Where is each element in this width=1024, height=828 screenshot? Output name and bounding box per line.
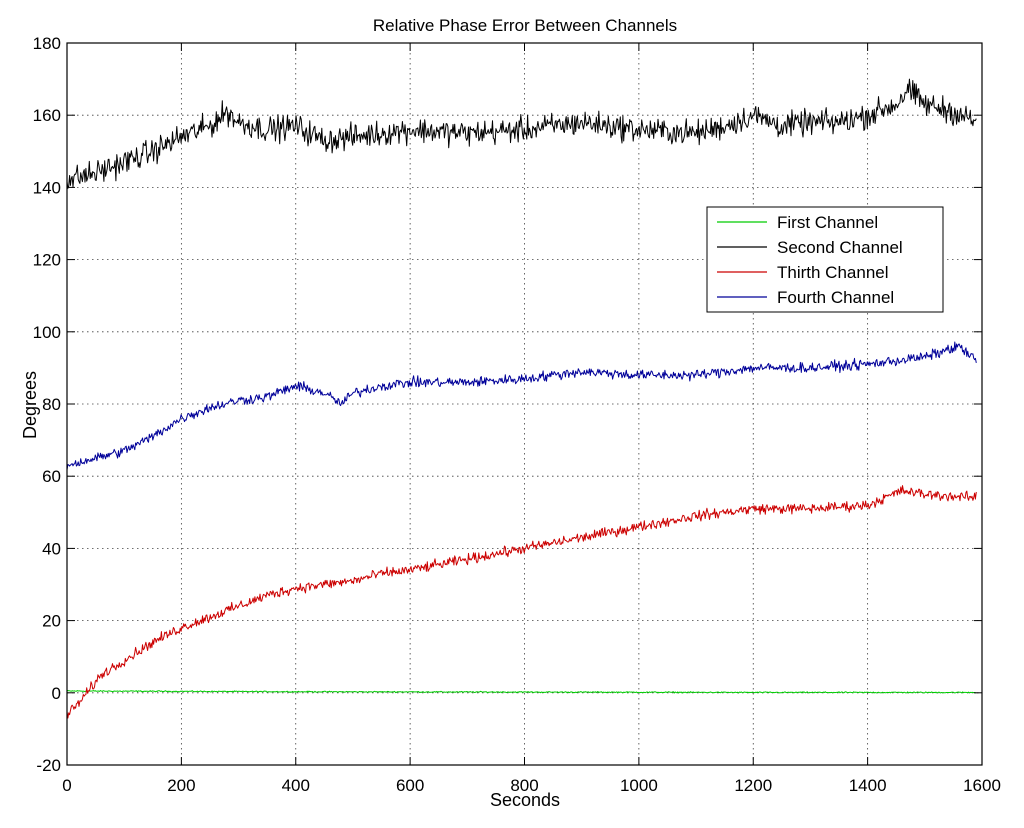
y-tick-label: 0 (52, 684, 61, 703)
legend-box (706, 206, 944, 313)
series-line-1 (66, 690, 977, 694)
y-tick-label: 120 (33, 251, 61, 270)
x-tick-label: 1000 (620, 776, 658, 795)
y-tick-label: -20 (36, 756, 61, 775)
series-line-2 (66, 78, 977, 189)
y-tick-label: 100 (33, 323, 61, 342)
legend-label: Second Channel (777, 238, 903, 257)
y-axis-title: Degrees (20, 371, 40, 439)
axis-ticks: 0 200 400 600 800 1000 1200 1400 1600-2002040608… (33, 34, 1001, 795)
legend: First Channel Second Channel Thirth Channe… (706, 206, 944, 313)
series-line-3 (66, 485, 977, 719)
x-tick-label: 1200 (734, 776, 772, 795)
x-tick-label: 400 (282, 776, 310, 795)
x-axis-title: Seconds (490, 790, 560, 810)
x-tick-label: 1600 (963, 776, 1001, 795)
y-tick-label: 40 (42, 539, 61, 558)
y-tick-label: 180 (33, 34, 61, 53)
y-tick-label: 140 (33, 178, 61, 197)
legend-label: Thirth Channel (777, 263, 889, 282)
series-lines (66, 78, 977, 719)
chart-title: Relative Phase Error Between Channels (373, 16, 677, 35)
y-tick-label: 160 (33, 106, 61, 125)
y-tick-label: 20 (42, 612, 61, 631)
x-tick-label: 800 (510, 776, 538, 795)
series-line-4 (66, 341, 977, 470)
legend-label: First Channel (777, 213, 878, 232)
legend-label: Fourth Channel (777, 288, 894, 307)
x-tick-label: 200 (167, 776, 195, 795)
x-tick-label: 0 (62, 776, 71, 795)
grid-lines (67, 43, 982, 765)
y-tick-label: 60 (42, 467, 61, 486)
y-tick-label: 80 (42, 395, 61, 414)
x-tick-label: 600 (396, 776, 424, 795)
x-tick-label: 1400 (849, 776, 887, 795)
